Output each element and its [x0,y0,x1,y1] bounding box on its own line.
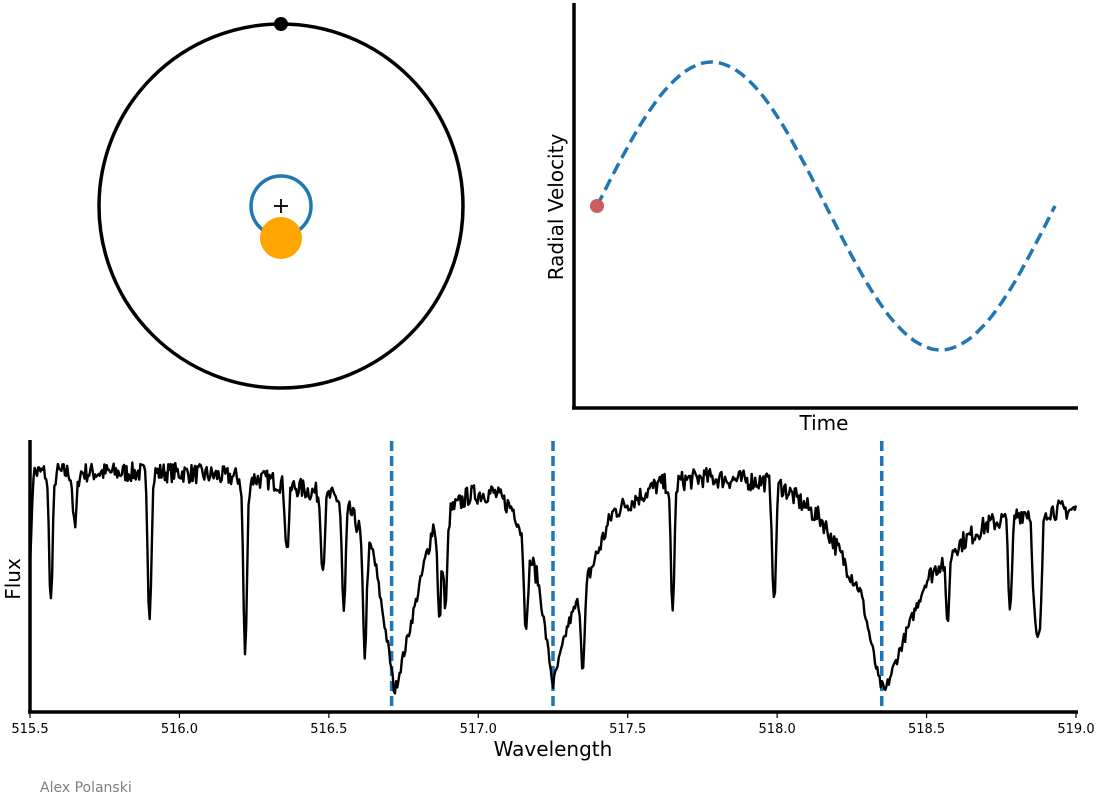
rv-x-label: Time [799,411,849,435]
rv-y-label: Radial Velocity [544,134,568,281]
barycenter-marker [274,199,288,213]
spectrum-panel: 515.5 516.0 516.5 517.0 517.5 518.0 518.5 519.0… [1,440,1095,761]
star [260,217,302,259]
author-credit: Alex Polanski [40,780,132,796]
x-tick-label: 518.0 [759,722,796,737]
spectrum-y-label: Flux [1,558,25,600]
spectrum-ticks: 515.5 516.0 516.5 517.0 517.5 518.0 518.5 519.0 [11,712,1095,737]
x-tick-label: 518.5 [908,722,945,737]
x-tick-label: 519.0 [1057,722,1094,737]
spectrum-line [28,461,1078,695]
x-tick-label: 517.0 [460,722,497,737]
rv-curve [595,60,1057,352]
marked-lines [389,441,884,711]
orbit-panel [97,17,465,390]
rv-current-point [590,199,604,213]
spectrum-x-label: Wavelength [494,737,613,761]
x-tick-label: 517.5 [609,722,646,737]
planet [274,17,288,31]
x-tick-label: 515.5 [11,722,48,737]
x-tick-label: 516.5 [310,722,347,737]
x-tick-label: 516.0 [161,722,198,737]
rv-panel: Time Radial Velocity [544,3,1078,435]
